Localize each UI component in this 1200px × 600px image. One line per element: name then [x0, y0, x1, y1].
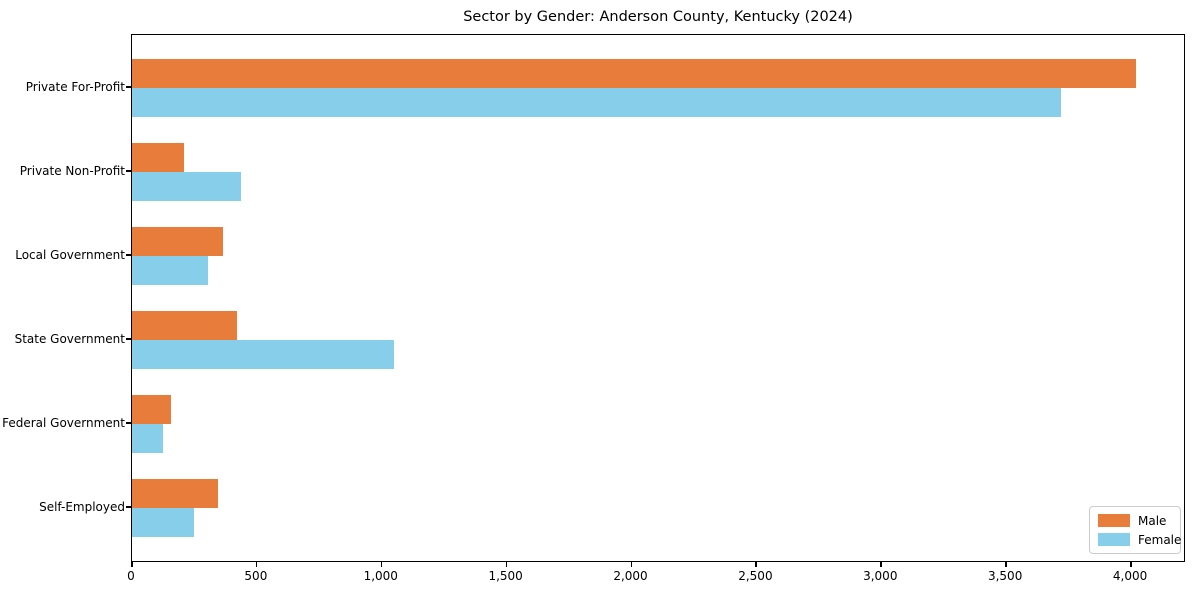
y-label-self-employed: Self-Employed — [39, 500, 125, 514]
bar-male-private-for-profit — [132, 59, 1137, 88]
x-tick-1500 — [505, 562, 508, 567]
y-axis-labels: Private For-Profit Private Non-Profit Loca… — [0, 0, 125, 600]
x-tick-label-500: 500 — [244, 569, 268, 583]
y-tick-state-government — [126, 338, 131, 340]
y-tick-private-non-profit — [126, 170, 131, 172]
legend-label-female: Female — [1138, 532, 1182, 547]
x-tick-4000 — [1130, 562, 1132, 567]
x-tick-label-3500: 3,500 — [987, 569, 1023, 583]
x-tick-1000 — [380, 562, 383, 567]
bar-male-private-non-profit — [132, 143, 185, 172]
y-tick-federal-government — [126, 422, 131, 424]
plot-area — [131, 34, 1185, 562]
y-label-state-government: State Government — [14, 332, 125, 346]
bar-female-local-government — [132, 256, 209, 285]
bar-male-state-government — [132, 311, 237, 340]
x-tick-3000 — [880, 562, 882, 567]
bar-male-federal-government — [132, 395, 171, 424]
bar-female-private-non-profit — [132, 172, 241, 201]
x-tick-label-1500: 1,500 — [488, 569, 523, 583]
chart-title: Sector by Gender: Anderson County, Kentu… — [463, 9, 853, 25]
bar-male-local-government — [132, 227, 224, 256]
bar-male-self-employed — [132, 479, 219, 508]
y-label-private-for-profit: Private For-Profit — [25, 80, 125, 94]
y-label-federal-government: Federal Government — [2, 416, 125, 430]
x-tick-label-2000: 2,000 — [613, 569, 648, 583]
bar-female-federal-government — [132, 424, 164, 453]
x-tick-label-3000: 3,000 — [863, 569, 898, 583]
x-tick-3500 — [1005, 562, 1007, 567]
x-tick-label-0: 0 — [127, 569, 135, 583]
bar-female-private-for-profit — [132, 88, 1062, 117]
y-tick-self-employed — [126, 506, 131, 508]
legend-item-male: Male — [1098, 514, 1171, 527]
x-tick-2500 — [755, 562, 757, 567]
legend: Male Female — [1089, 506, 1181, 554]
x-tick-label-4000: 4,000 — [1112, 569, 1148, 583]
legend-label-male: Male — [1138, 513, 1167, 528]
y-tick-private-for-profit — [126, 86, 131, 88]
bar-female-state-government — [132, 340, 395, 369]
legend-swatch-male — [1098, 514, 1130, 527]
y-label-private-non-profit: Private Non-Profit — [19, 164, 125, 178]
x-tick-2000 — [630, 562, 633, 567]
y-label-local-government: Local Government — [15, 248, 125, 262]
x-tick-0 — [131, 562, 133, 567]
x-tick-label-1000: 1,000 — [363, 569, 398, 583]
x-tick-label-2500: 2,500 — [738, 569, 773, 583]
legend-item-female: Female — [1098, 533, 1181, 546]
y-tick-local-government — [126, 254, 131, 256]
x-tick-500 — [255, 562, 258, 567]
bar-female-self-employed — [132, 508, 195, 537]
legend-swatch-female — [1098, 533, 1130, 546]
